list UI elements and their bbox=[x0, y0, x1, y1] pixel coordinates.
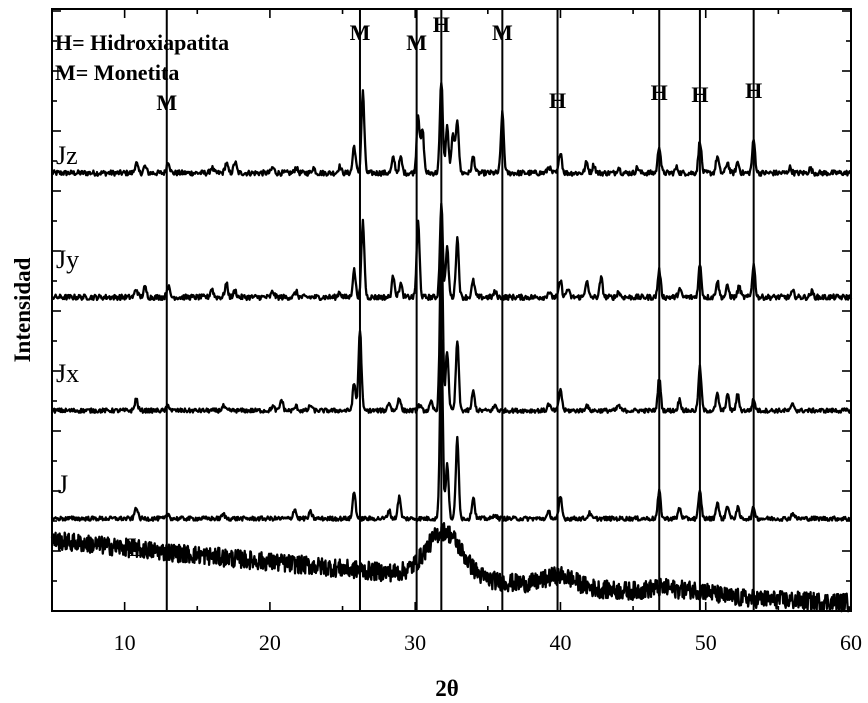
reference-label-h: H bbox=[691, 82, 708, 107]
series-trace-jy bbox=[50, 202, 853, 302]
series-label-jx: Jx bbox=[56, 359, 79, 388]
reference-label-m: M bbox=[492, 20, 513, 45]
reference-label-h: H bbox=[549, 88, 566, 113]
axis-ticks bbox=[51, 9, 852, 612]
series-label-jy: Jy bbox=[56, 245, 79, 274]
x-tick-label: 20 bbox=[259, 630, 281, 655]
reference-label-h: H bbox=[433, 12, 450, 37]
series-traces bbox=[50, 81, 853, 613]
reference-label-h: H bbox=[745, 78, 762, 103]
series-trace-jz bbox=[50, 81, 853, 177]
reference-label-h: H bbox=[651, 80, 668, 105]
series-label-l: L bbox=[128, 533, 144, 562]
reference-labels: MM MH MH H H H bbox=[156, 12, 762, 115]
legend-entry-hydroxyapatite: H= Hidroxiapatita bbox=[55, 30, 229, 55]
series-label-j: J bbox=[58, 470, 68, 499]
series-trace-jx bbox=[50, 230, 852, 414]
series-label-jz: Jz bbox=[56, 141, 78, 170]
reference-label-m: M bbox=[350, 20, 371, 45]
y-axis-title: Intensidad bbox=[10, 257, 35, 362]
series-trace-j bbox=[50, 339, 853, 522]
legend-entry-monetite: M= Monetita bbox=[55, 60, 179, 85]
x-tick-label: 60 bbox=[840, 630, 862, 655]
plot-frame bbox=[51, 8, 852, 612]
series-labels: Jz Jy Jx J L bbox=[56, 141, 144, 562]
reference-lines bbox=[165, 9, 755, 611]
x-tick-labels: 10 20 30 40 50 60 bbox=[114, 630, 862, 655]
x-tick-label: 40 bbox=[549, 630, 571, 655]
reference-label-m: M bbox=[156, 90, 177, 115]
x-axis-title: 2θ bbox=[435, 676, 459, 701]
series-trace-l bbox=[50, 522, 852, 613]
reference-label-m: M bbox=[406, 30, 427, 55]
x-tick-label: 10 bbox=[114, 630, 136, 655]
x-tick-label: 50 bbox=[695, 630, 717, 655]
x-tick-label: 30 bbox=[404, 630, 426, 655]
